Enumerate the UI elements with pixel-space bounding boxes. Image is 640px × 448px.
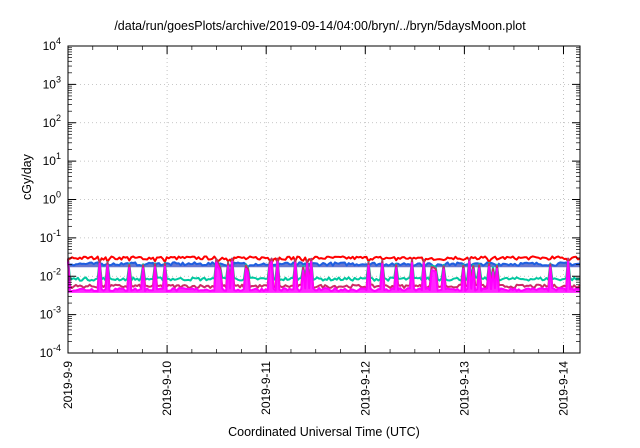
y-tick-label: 102 (43, 113, 61, 130)
x-tick-label: 2019-9-10 (160, 361, 174, 416)
y-tick-label: 10-2 (40, 266, 61, 283)
chart-title: /data/run/goesPlots/archive/2019-09-14/0… (114, 19, 526, 33)
y-tick-label: 10-1 (40, 228, 61, 245)
series-line-1 (67, 261, 580, 269)
series-fill-1 (68, 262, 580, 268)
x-tick-label: 2019-9-12 (358, 361, 372, 416)
x-tick-label: 2019-9-9 (61, 361, 75, 409)
y-tick-label: 104 (43, 36, 61, 53)
series-line-0 (67, 255, 581, 264)
y-tick-label: 103 (43, 74, 61, 91)
y-tick-label: 10-4 (40, 343, 61, 360)
x-tick-label: 2019-9-11 (259, 361, 273, 415)
y-tick-label: 100 (43, 190, 61, 207)
y-tick-label: 101 (43, 151, 61, 168)
x-axis-ticks: 2019-9-9 2019-9-10 2019-9-11 2019-9-12 2019-… (61, 46, 570, 416)
y-axis-ticks: 104 103 102 101 100 10-1 10-2 10-3 10-4 (40, 36, 580, 360)
y-axis-label: cGy/day (20, 154, 34, 200)
grid (68, 46, 580, 353)
y-tick-label: 10-3 (40, 305, 61, 322)
series-line-4 (67, 260, 581, 293)
x-tick-label: 2019-9-14 (556, 361, 570, 416)
series-fill-4 (68, 261, 580, 293)
x-axis-label: Coordinated Universal Time (UTC) (228, 425, 420, 439)
series-layer (67, 255, 581, 293)
x-tick-label: 2019-9-13 (457, 361, 471, 416)
